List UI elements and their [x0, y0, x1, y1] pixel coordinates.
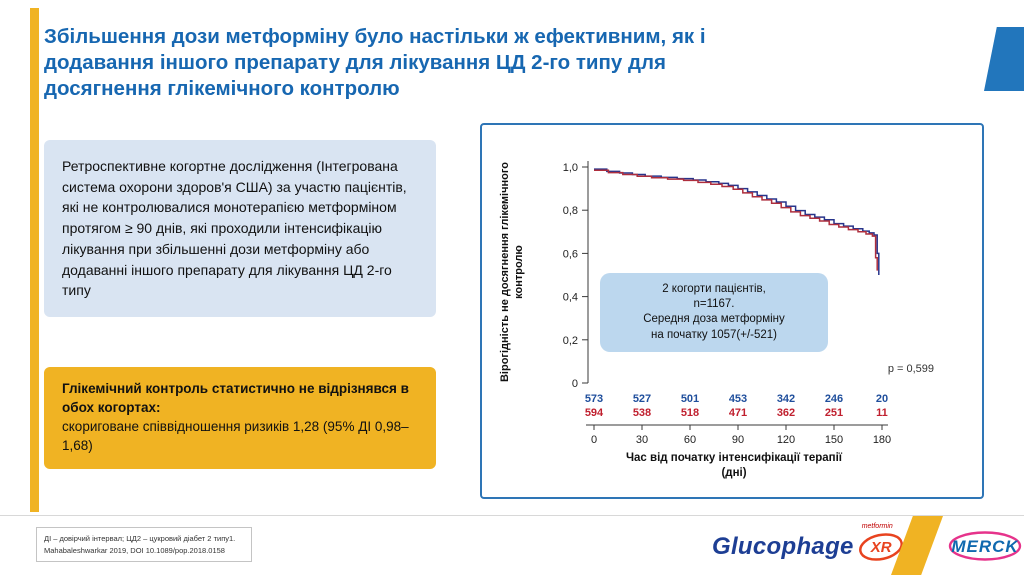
- km-chart-panel: 1,0 0,8 0,6 0,4 0,2 0 0 30 60 90 120 150 180 573 527 50…: [480, 123, 984, 499]
- annotation-line: Середня доза метформіну: [643, 313, 785, 326]
- x-tick-label: 60: [684, 434, 696, 446]
- glucophage-xr-text: XR: [870, 539, 892, 556]
- km-chart-svg: 1,0 0,8 0,6 0,4 0,2 0 0 30 60 90 120 150 180 573 527 50…: [563, 161, 934, 446]
- at-risk-value-cohort_blue: 342: [777, 393, 795, 405]
- x-tick-label: 90: [732, 434, 744, 446]
- annotation-line: n=1167.: [693, 298, 735, 311]
- glucophage-logo: Glucophage metformin XR: [712, 523, 906, 566]
- footnote-box: ДІ – довірчий інтервал; ЦД2 – цукровий д…: [36, 527, 252, 563]
- annotation-line: 2 когорти пацієнтів,: [662, 283, 766, 295]
- result-highlight-box: Глікемічний контроль статистично не відр…: [44, 367, 436, 469]
- at-risk-value-cohort_blue: 20: [876, 393, 888, 405]
- at-risk-value-cohort_blue: 453: [729, 393, 747, 405]
- y-axis-title: Вірогідність не досягнення глікемічного …: [499, 161, 526, 383]
- x-tick-label: 0: [591, 434, 597, 446]
- study-description-box: Ретроспективне когортне дослідження (Інт…: [44, 140, 436, 318]
- at-risk-value-cohort_red: 362: [777, 407, 795, 419]
- slide-title: Збільшення дози метформіну було настільк…: [44, 25, 706, 101]
- y-tick-label: 0: [572, 378, 578, 390]
- at-risk-value-cohort_red: 518: [681, 407, 699, 419]
- x-tick-label: 120: [777, 434, 795, 446]
- p-value-label: p = 0,599: [888, 363, 934, 375]
- x-axis-title-line2: (дні): [721, 466, 747, 479]
- y-tick-label: 0,2: [563, 335, 578, 347]
- merck-swoosh: [948, 531, 1022, 561]
- at-risk-value-cohort_blue: 573: [585, 393, 603, 405]
- merck-logo: MERCK: [948, 531, 1022, 561]
- at-risk-value-cohort_red: 251: [825, 407, 843, 419]
- km-curve-cohort_red: [594, 169, 878, 271]
- at-risk-value-cohort_blue: 246: [825, 393, 843, 405]
- left-accent-bar: [30, 8, 39, 512]
- y-tick-label: 0,4: [563, 292, 578, 304]
- y-tick-label: 1,0: [563, 162, 578, 174]
- x-axis-title: Час від початку інтенсифікації терапії (…: [584, 451, 884, 481]
- x-tick-label: 30: [636, 434, 648, 446]
- result-bold-text: Глікемічний контроль статистично не відр…: [62, 381, 409, 415]
- y-tick-label: 0,8: [563, 205, 578, 217]
- at-risk-value-cohort_red: 471: [729, 407, 747, 419]
- xr-swirl-icon: [858, 533, 903, 561]
- at-risk-value-cohort_blue: 501: [681, 393, 699, 405]
- result-normal-text: скориговане співвідношення ризиків 1,28 …: [62, 418, 409, 453]
- at-risk-value-cohort_red: 538: [633, 407, 651, 419]
- x-tick-label: 150: [825, 434, 843, 446]
- top-right-corner-shape: [984, 27, 1024, 91]
- footnote-line2: Mahabaleshwarkar 2019, DOI 10.1089/pop.2…: [44, 545, 225, 555]
- merck-wordmark: MERCK: [951, 537, 1019, 556]
- glucophage-tagline: metformin: [861, 523, 893, 530]
- at-risk-value-cohort_blue: 527: [633, 393, 651, 405]
- footnote-line1: ДІ – довірчий інтервал; ЦД2 – цукровий д…: [44, 534, 236, 543]
- x-tick-label: 180: [873, 434, 891, 446]
- at-risk-value-cohort_red: 11: [876, 407, 888, 419]
- annotation-line: на початку 1057(+/-521): [651, 328, 777, 341]
- at-risk-value-cohort_red: 594: [585, 407, 604, 419]
- x-axis-title-line1: Час від початку інтенсифікації терапії: [625, 452, 843, 464]
- glucophage-xr-mark: metformin XR: [856, 523, 906, 566]
- km-curve-cohort_blue: [594, 168, 880, 275]
- glucophage-wordmark: Glucophage: [712, 533, 854, 560]
- footer: ДІ – довірчий інтервал; ЦД2 – цукровий д…: [0, 515, 1024, 575]
- study-description-text: Ретроспективне когортне дослідження (Інт…: [62, 158, 407, 299]
- cohort-annotation-box: 2 когорти пацієнтів, n=1167. Середня доз…: [600, 273, 828, 352]
- y-tick-label: 0,6: [563, 248, 578, 260]
